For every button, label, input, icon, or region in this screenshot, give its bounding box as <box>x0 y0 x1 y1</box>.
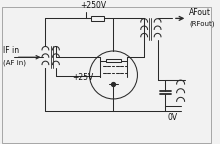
Circle shape <box>90 51 138 99</box>
Bar <box>106 59 121 62</box>
Text: AFout: AFout <box>189 8 211 17</box>
Text: IF in: IF in <box>3 46 19 55</box>
Bar <box>91 16 104 21</box>
Text: (AF in): (AF in) <box>3 59 26 66</box>
Text: +25V: +25V <box>72 73 94 82</box>
Text: (RFout): (RFout) <box>189 20 215 27</box>
Text: 0V: 0V <box>168 113 178 122</box>
Text: +250V: +250V <box>80 1 106 10</box>
